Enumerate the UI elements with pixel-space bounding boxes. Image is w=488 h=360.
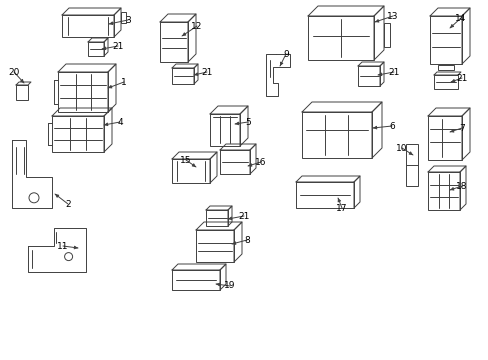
Bar — [209, 114, 240, 146]
Text: 19: 19 — [224, 282, 235, 291]
Bar — [405, 144, 417, 186]
Bar — [172, 159, 209, 183]
Bar — [383, 23, 389, 47]
Text: 12: 12 — [191, 22, 202, 31]
Text: 10: 10 — [395, 144, 407, 153]
Bar — [429, 16, 461, 64]
Bar — [172, 68, 194, 84]
Bar — [58, 72, 108, 112]
Bar — [160, 22, 187, 62]
Text: 9: 9 — [283, 50, 288, 59]
Text: 14: 14 — [454, 14, 466, 23]
Bar — [427, 172, 459, 210]
Text: 17: 17 — [336, 203, 347, 212]
Text: 4: 4 — [117, 117, 122, 126]
Bar — [16, 85, 28, 100]
Text: 11: 11 — [57, 242, 69, 251]
Text: 21: 21 — [201, 68, 212, 77]
Bar — [88, 42, 104, 56]
Bar — [437, 65, 453, 70]
Bar — [427, 116, 461, 160]
Bar — [62, 15, 114, 37]
Bar — [433, 75, 457, 89]
Text: 2: 2 — [65, 199, 71, 208]
Bar — [205, 210, 227, 226]
Text: 1: 1 — [121, 77, 126, 86]
Text: 21: 21 — [238, 212, 249, 220]
Text: 21: 21 — [387, 68, 399, 77]
Text: 18: 18 — [455, 181, 467, 190]
Text: 3: 3 — [125, 15, 131, 24]
Bar — [52, 116, 104, 152]
Bar — [196, 230, 234, 262]
Text: 6: 6 — [388, 122, 394, 131]
Text: 20: 20 — [8, 68, 20, 77]
Bar — [357, 66, 379, 86]
Text: 8: 8 — [244, 235, 249, 244]
Bar — [302, 112, 371, 158]
Text: 7: 7 — [458, 123, 464, 132]
Bar — [121, 12, 126, 23]
Text: 13: 13 — [386, 12, 398, 21]
Text: 21: 21 — [455, 73, 467, 82]
Text: 21: 21 — [112, 41, 123, 50]
Text: 16: 16 — [255, 158, 266, 166]
Text: 15: 15 — [180, 156, 191, 165]
Bar — [307, 16, 373, 60]
Text: 5: 5 — [244, 117, 250, 126]
